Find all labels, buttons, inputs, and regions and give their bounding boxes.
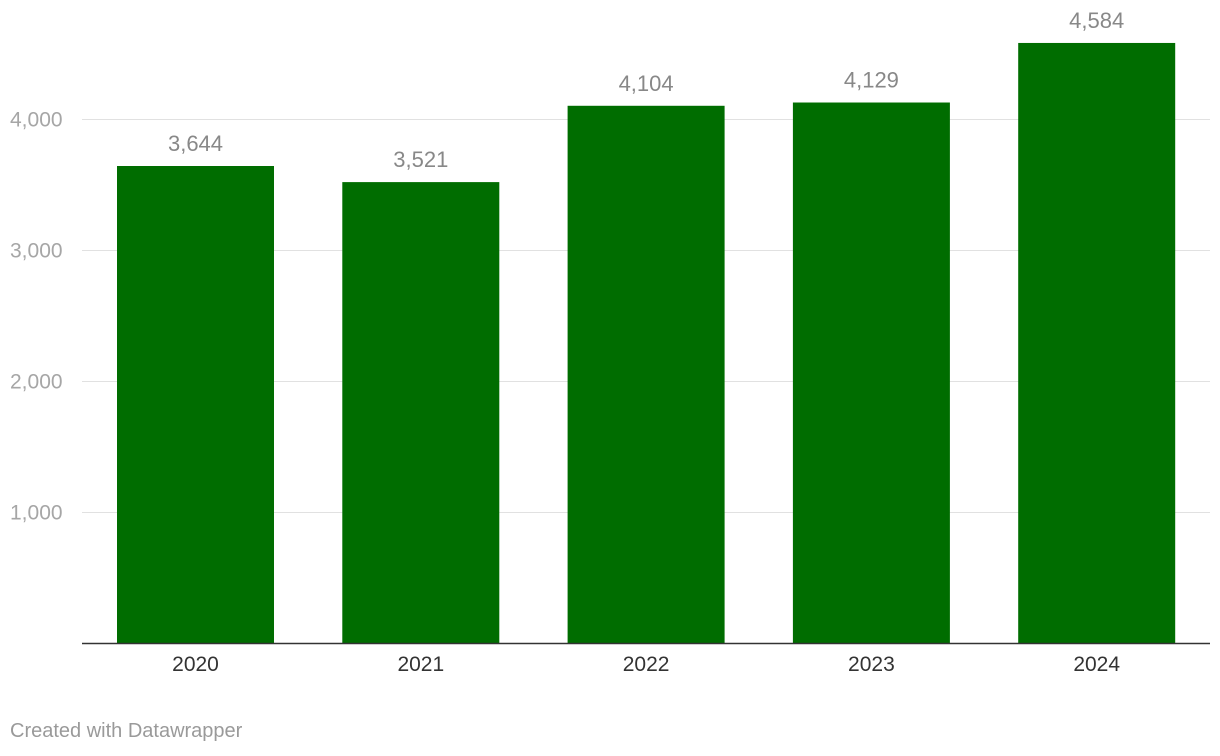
x-tick-label-2021: 2021	[397, 653, 444, 676]
value-labels: 3,644 3,521 4,104 4,129 4,584	[168, 8, 1124, 172]
datawrapper-credit: Created with Datawrapper	[10, 720, 243, 742]
y-tick-label: 1,000	[10, 502, 63, 525]
bar-2020	[117, 166, 274, 643]
x-tick-label-2022: 2022	[623, 653, 670, 676]
y-tick-label: 2,000	[10, 371, 63, 394]
x-tick-label-2024: 2024	[1073, 653, 1120, 676]
value-label-2021: 3,521	[393, 147, 448, 172]
bar-2023	[792, 102, 950, 643]
value-label-2024: 4,584	[1069, 8, 1124, 33]
bar-2022	[567, 105, 725, 644]
value-label-2022: 4,104	[619, 71, 674, 96]
x-tick-label-2020: 2020	[172, 653, 219, 676]
bar-2021	[342, 182, 500, 643]
y-tick-label: 4,000	[10, 109, 63, 132]
x-tick-label-2023: 2023	[848, 653, 895, 676]
x-axis-ticks: 2020 2021 2022 2023 2024	[172, 653, 1120, 676]
value-label-2020: 3,644	[168, 131, 223, 156]
y-axis-ticks: 1,000 2,000 3,000 4,000	[10, 109, 63, 525]
bar-2024	[1018, 42, 1176, 643]
value-label-2023: 4,129	[844, 68, 899, 93]
bars	[117, 42, 1176, 644]
y-tick-label: 3,000	[10, 240, 63, 263]
